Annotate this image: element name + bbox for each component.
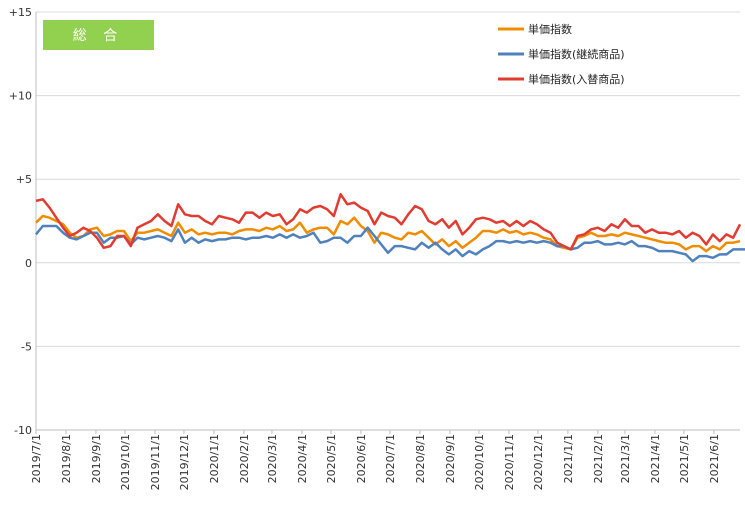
x-tick-label: 2021/5/1 <box>678 434 691 483</box>
x-tick-label: 2019/11/1 <box>149 434 162 490</box>
y-tick-label: +15 <box>9 6 32 19</box>
x-tick-label: 2019/10/1 <box>119 434 132 490</box>
x-tick-label: 2020/7/1 <box>384 434 397 483</box>
x-tick-label: 2019/12/1 <box>178 434 191 490</box>
x-axis-tick-labels: 2019/7/1 2019/8/1 2019/9/1 2019/10/1 2019/11… <box>30 434 721 490</box>
y-tick-label: +10 <box>9 90 32 103</box>
x-tick-label: 2020/9/1 <box>444 434 457 483</box>
x-tick-label: 2020/4/1 <box>296 434 309 483</box>
y-tick-label: 0 <box>25 257 32 270</box>
x-tick-label: 2020/12/1 <box>532 434 545 490</box>
x-tick-label: 2021/4/1 <box>649 434 662 483</box>
x-tick-label: 2020/11/1 <box>503 434 516 490</box>
series-line <box>35 224 745 263</box>
series-lines <box>35 192 745 263</box>
x-tick-label: 2019/7/1 <box>30 434 43 483</box>
x-tick-label: 2020/8/1 <box>414 434 427 483</box>
grid-lines <box>36 11 740 431</box>
x-tick-label: 2020/3/1 <box>266 434 279 483</box>
series-line <box>35 214 741 253</box>
y-axis-tick-labels: +15 +10 +5 0 -5 -10 <box>9 6 32 437</box>
x-tick-label: 2021/1/1 <box>562 434 575 483</box>
x-tick-label: 2020/5/1 <box>325 434 338 483</box>
y-tick-label: +5 <box>16 173 32 186</box>
x-tick-label: 2019/8/1 <box>60 434 73 483</box>
x-tick-label: 2020/1/1 <box>208 434 221 483</box>
x-tick-label: 2020/10/1 <box>473 434 486 490</box>
badge-label: 総 合 <box>73 28 123 44</box>
chart-badge: 総 合 <box>43 20 154 50</box>
axes <box>35 12 740 434</box>
y-tick-label: -5 <box>21 340 32 353</box>
x-tick-label: 2020/6/1 <box>355 434 368 483</box>
legend-label: 単価指数(継続商品) <box>528 47 625 61</box>
x-tick-label: 2020/2/1 <box>238 434 251 483</box>
legend-label: 単価指数 <box>528 22 572 36</box>
x-tick-label: 2019/9/1 <box>90 434 103 483</box>
x-tick-label: 2021/2/1 <box>592 434 605 483</box>
y-tick-label: -10 <box>14 424 32 437</box>
x-tick-label: 2021/3/1 <box>619 434 632 483</box>
badge-background <box>43 20 154 50</box>
legend-label: 単価指数(入替商品) <box>528 72 625 86</box>
series-line <box>35 192 742 251</box>
x-tick-label: 2021/6/1 <box>708 434 721 483</box>
